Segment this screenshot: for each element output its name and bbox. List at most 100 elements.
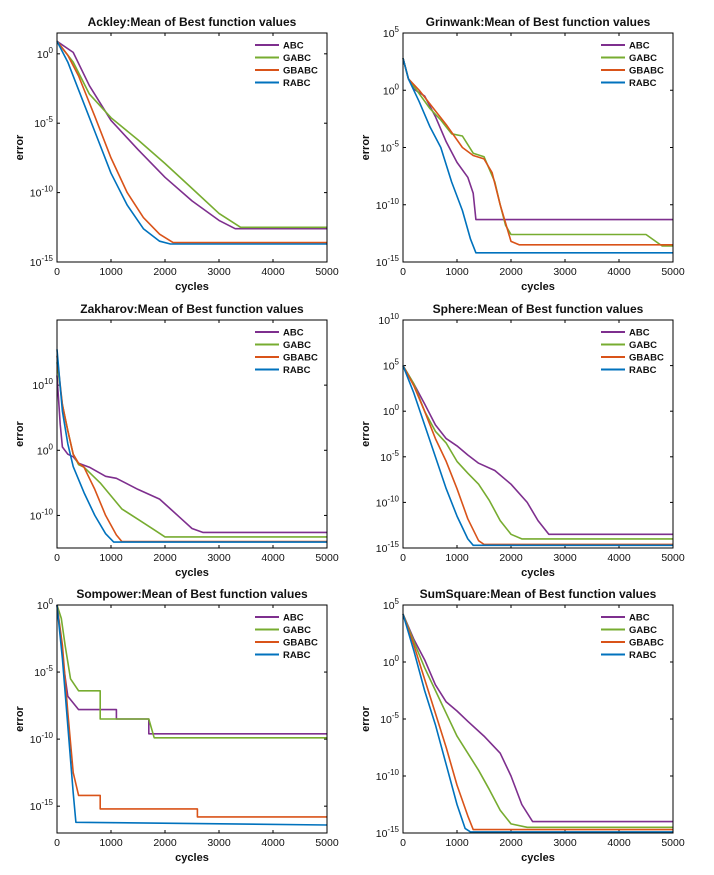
- y-tick-label: 10-5: [34, 115, 53, 130]
- x-axis-label: cycles: [175, 852, 209, 864]
- x-tick-label: 4000: [607, 552, 631, 564]
- series-line-rabc: [402, 613, 673, 833]
- plot-frame: [56, 32, 328, 263]
- x-tick-label: 1000: [99, 266, 123, 278]
- x-tick-label: 5000: [315, 837, 339, 849]
- chart-title: Grinwank:Mean of Best function values: [426, 15, 651, 29]
- series-line-gbabc: [402, 57, 673, 246]
- plot-frame: [56, 604, 328, 834]
- series-line-rabc: [402, 365, 673, 547]
- y-tick-label: 105: [383, 597, 400, 612]
- series-line-gbabc: [402, 365, 673, 546]
- chart-title: Sphere:Mean of Best function values: [433, 302, 644, 316]
- legend-label-abc: ABC: [629, 328, 650, 339]
- y-tick-label: 10-15: [376, 825, 400, 840]
- series-line-rabc: [56, 40, 327, 245]
- x-tick-label: 3000: [207, 837, 231, 849]
- y-axis-label: error: [14, 134, 26, 160]
- x-tick-label: 3000: [553, 266, 577, 278]
- chart-title: Sompower:Mean of Best function values: [76, 587, 308, 601]
- y-tick-label: 10-10: [376, 197, 400, 212]
- series-line-gbabc: [56, 355, 327, 543]
- y-axis-label: error: [360, 705, 372, 731]
- legend-label-rabc: RABC: [629, 650, 657, 661]
- y-tick-label: 10-5: [34, 664, 53, 679]
- x-tick-label: 1000: [445, 266, 469, 278]
- legend-label-rabc: RABC: [629, 365, 657, 376]
- x-tick-label: 2000: [153, 837, 177, 849]
- plot-frame: [402, 32, 674, 263]
- y-tick-label: 10-10: [376, 494, 400, 509]
- legend-label-gabc: GABC: [283, 340, 311, 351]
- series-line-gabc: [56, 362, 327, 538]
- y-axis-label: error: [360, 420, 372, 446]
- x-tick-label: 4000: [607, 837, 631, 849]
- x-axis-label: cycles: [521, 567, 555, 579]
- legend-label-rabc: RABC: [283, 365, 311, 376]
- y-axis-label: error: [14, 705, 26, 731]
- y-tick-label: 10-15: [376, 254, 400, 269]
- x-tick-label: 0: [400, 552, 406, 564]
- series-line-abc: [402, 365, 673, 536]
- legend-label-gabc: GABC: [629, 53, 657, 64]
- x-tick-label: 2000: [153, 266, 177, 278]
- y-tick-label: 100: [37, 442, 54, 457]
- series-line-rabc: [56, 604, 328, 826]
- y-tick-label: 100: [37, 597, 54, 612]
- x-tick-label: 5000: [661, 266, 685, 278]
- y-tick-label: 10-5: [380, 140, 399, 155]
- x-tick-label: 4000: [607, 266, 631, 278]
- y-tick-label: 10-10: [30, 507, 54, 522]
- legend-label-gbabc: GBABC: [283, 353, 318, 364]
- y-tick-label: 10-15: [30, 798, 54, 813]
- x-tick-label: 2000: [499, 552, 523, 564]
- x-tick-label: 3000: [553, 837, 577, 849]
- series-line-abc: [402, 613, 673, 823]
- y-tick-label: 100: [383, 82, 400, 97]
- chart-5: SumSquare:Mean of Best function values cy…: [360, 587, 685, 864]
- chart-0: Ackley:Mean of Best function values cycle…: [14, 15, 339, 293]
- y-tick-label: 10-10: [30, 731, 54, 746]
- x-tick-label: 5000: [661, 552, 685, 564]
- x-tick-label: 2000: [153, 552, 177, 564]
- x-tick-label: 4000: [261, 552, 285, 564]
- x-tick-label: 2000: [499, 837, 523, 849]
- series-line-gbabc: [56, 604, 327, 818]
- legend-label-gbabc: GBABC: [283, 66, 318, 77]
- x-tick-label: 5000: [315, 266, 339, 278]
- x-axis-label: cycles: [521, 852, 555, 864]
- legend-label-rabc: RABC: [629, 78, 657, 89]
- x-tick-label: 3000: [207, 266, 231, 278]
- chart-title: Zakharov:Mean of Best function values: [80, 302, 304, 316]
- legend-label-gbabc: GBABC: [629, 638, 664, 649]
- series-line-gabc: [402, 613, 673, 829]
- plot-frame: [56, 319, 328, 549]
- legend-label-gbabc: GBABC: [629, 66, 664, 77]
- legend-label-abc: ABC: [283, 41, 304, 52]
- x-tick-label: 0: [54, 837, 60, 849]
- plot-frame: [402, 604, 674, 834]
- series-line-gabc: [402, 365, 673, 540]
- x-tick-label: 2000: [499, 266, 523, 278]
- legend-label-abc: ABC: [629, 41, 650, 52]
- x-tick-label: 3000: [207, 552, 231, 564]
- y-tick-label: 10-15: [30, 254, 54, 269]
- legend-label-abc: ABC: [629, 613, 650, 624]
- x-axis-label: cycles: [175, 281, 209, 293]
- chart-1: Grinwank:Mean of Best function values cyc…: [360, 15, 685, 293]
- legend-label-abc: ABC: [283, 613, 304, 624]
- x-tick-label: 0: [54, 266, 60, 278]
- series-line-abc: [56, 375, 327, 534]
- x-axis-label: cycles: [175, 567, 209, 579]
- x-tick-label: 5000: [315, 552, 339, 564]
- y-tick-label: 10-10: [30, 185, 54, 200]
- legend-label-gabc: GABC: [283, 53, 311, 64]
- legend-label-gbabc: GBABC: [629, 353, 664, 364]
- legend-label-gbabc: GBABC: [283, 638, 318, 649]
- y-tick-label: 105: [383, 358, 400, 373]
